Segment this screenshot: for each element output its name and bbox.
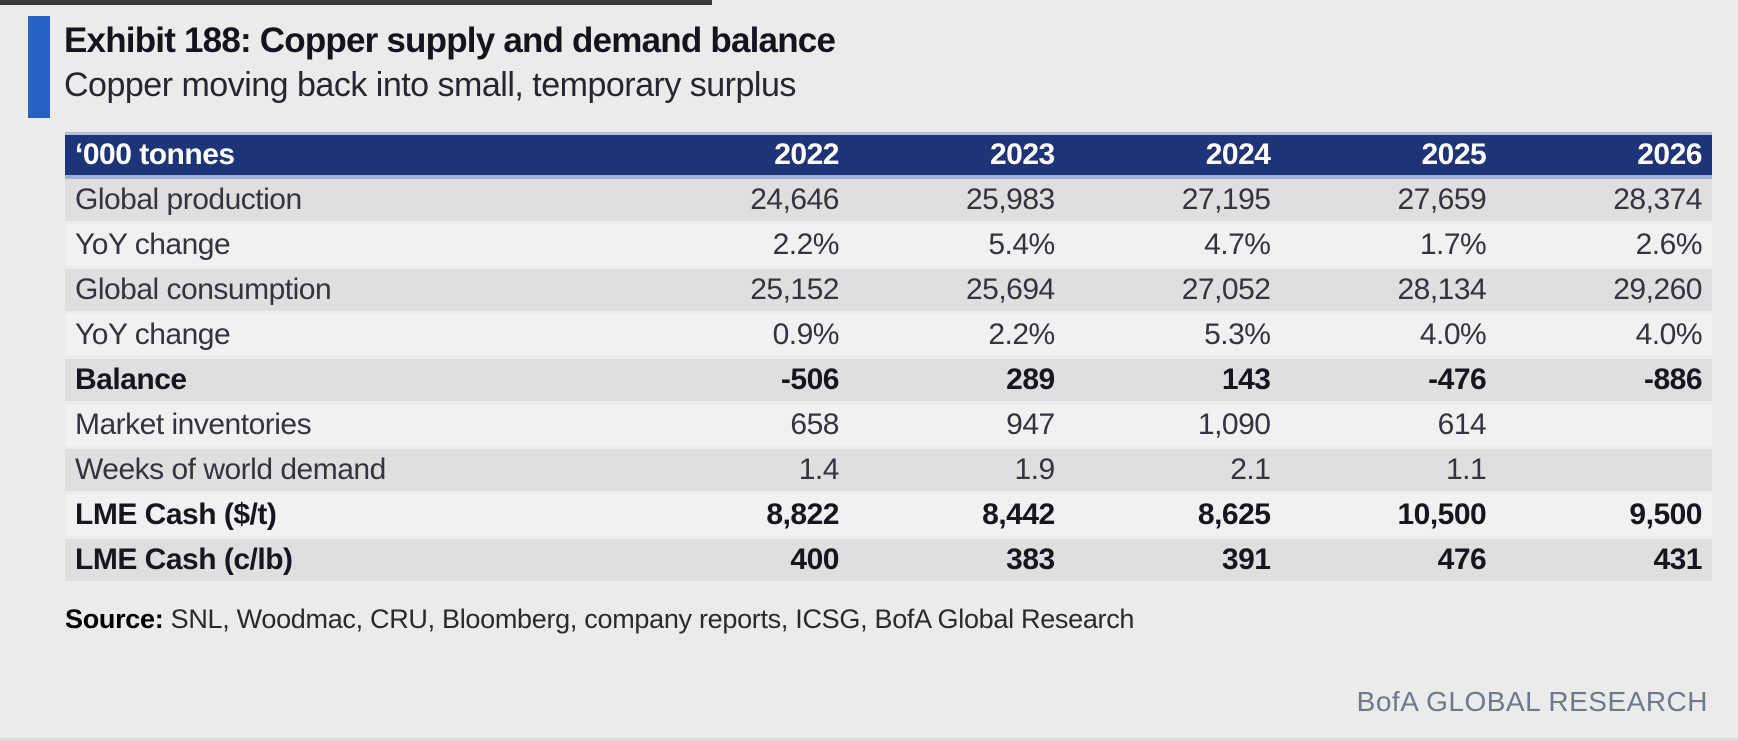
cell-2023: 8,442 [848, 494, 1065, 539]
table-row: LME Cash ($/t) 8,822 8,442 8,625 10,500 9,500 [65, 494, 1712, 539]
table-header-year-2025: 2025 [1280, 132, 1497, 179]
table-row: Balance -506 289 143 -476 -886 [65, 359, 1712, 404]
cell-2026 [1496, 404, 1712, 449]
cell-2023: 947 [848, 404, 1065, 449]
row-label: LME Cash (c/lb) [65, 539, 634, 584]
cell-2024: 27,195 [1064, 179, 1281, 224]
cell-2023: 25,983 [848, 179, 1065, 224]
table-header-year-2024: 2024 [1064, 132, 1281, 179]
row-label: Global consumption [65, 269, 634, 314]
source-line: Source: SNL, Woodmac, CRU, Bloomberg, co… [65, 604, 1738, 635]
copper-balance-table: ‘000 tonnes 2022 2023 2024 2025 2026 Global … [65, 132, 1712, 584]
source-text: SNL, Woodmac, CRU, Bloomberg, company re… [170, 604, 1135, 634]
cell-2026: 29,260 [1496, 269, 1712, 314]
row-label: Balance [65, 359, 634, 404]
cell-2022: 2.2% [633, 224, 849, 269]
exhibit-header: Exhibit 188: Copper supply and demand ba… [28, 16, 1738, 118]
cell-2025: 28,134 [1280, 269, 1497, 314]
cell-2025: 1.1 [1280, 449, 1497, 494]
cell-2026: -886 [1496, 359, 1712, 404]
cell-2023: 1.9 [848, 449, 1065, 494]
cell-2024: 143 [1064, 359, 1281, 404]
cell-2024: 5.3% [1064, 314, 1281, 359]
bottom-edge-line [0, 738, 1738, 741]
cell-2024: 2.1 [1064, 449, 1281, 494]
cell-2022: 8,822 [633, 494, 849, 539]
row-label: YoY change [65, 314, 634, 359]
cell-2025: 4.0% [1280, 314, 1497, 359]
cell-2026: 2.6% [1496, 224, 1712, 269]
cell-2024: 391 [1064, 539, 1281, 584]
row-label: Global production [65, 179, 634, 224]
top-edge-line [0, 0, 712, 5]
table-row: Market inventories 658 947 1,090 614 [65, 404, 1712, 449]
table-row: YoY change 2.2% 5.4% 4.7% 1.7% 2.6% [65, 224, 1712, 269]
table-header-row: ‘000 tonnes 2022 2023 2024 2025 2026 [65, 132, 1712, 179]
cell-2025: -476 [1280, 359, 1497, 404]
cell-2026: 4.0% [1496, 314, 1712, 359]
cell-2026 [1496, 449, 1712, 494]
accent-bar [28, 16, 50, 118]
cell-2023: 383 [848, 539, 1065, 584]
table-header-units: ‘000 tonnes [65, 132, 634, 179]
table-row: YoY change 0.9% 2.2% 5.3% 4.0% 4.0% [65, 314, 1712, 359]
cell-2024: 8,625 [1064, 494, 1281, 539]
table-row: Weeks of world demand 1.4 1.9 2.1 1.1 [65, 449, 1712, 494]
title-group: Exhibit 188: Copper supply and demand ba… [64, 16, 836, 118]
cell-2023: 5.4% [848, 224, 1065, 269]
cell-2024: 4.7% [1064, 224, 1281, 269]
row-label: Weeks of world demand [65, 449, 634, 494]
row-label: Market inventories [65, 404, 634, 449]
cell-2023: 2.2% [848, 314, 1065, 359]
cell-2026: 28,374 [1496, 179, 1712, 224]
cell-2023: 25,694 [848, 269, 1065, 314]
cell-2022: 400 [633, 539, 849, 584]
cell-2022: -506 [633, 359, 849, 404]
cell-2024: 27,052 [1064, 269, 1281, 314]
exhibit-title: Exhibit 188: Copper supply and demand ba… [64, 21, 836, 60]
cell-2022: 1.4 [633, 449, 849, 494]
cell-2024: 1,090 [1064, 404, 1281, 449]
cell-2026: 431 [1496, 539, 1712, 584]
table-header-year-2026: 2026 [1496, 132, 1712, 179]
row-label: LME Cash ($/t) [65, 494, 634, 539]
table-row: LME Cash (c/lb) 400 383 391 476 431 [65, 539, 1712, 584]
cell-2025: 10,500 [1280, 494, 1497, 539]
row-label: YoY change [65, 224, 634, 269]
cell-2025: 614 [1280, 404, 1497, 449]
source-label: Source: [65, 604, 164, 634]
table-header-year-2022: 2022 [633, 132, 849, 179]
cell-2023: 289 [848, 359, 1065, 404]
cell-2022: 0.9% [633, 314, 849, 359]
cell-2025: 1.7% [1280, 224, 1497, 269]
exhibit-subtitle: Copper moving back into small, temporary… [64, 65, 796, 104]
brand-footer: BofA GLOBAL RESEARCH [1356, 686, 1708, 717]
cell-2022: 24,646 [633, 179, 849, 224]
table-header-year-2023: 2023 [848, 132, 1065, 179]
cell-2022: 658 [633, 404, 849, 449]
cell-2022: 25,152 [633, 269, 849, 314]
cell-2025: 476 [1280, 539, 1497, 584]
table-row: Global consumption 25,152 25,694 27,052 28,1… [65, 269, 1712, 314]
cell-2026: 9,500 [1496, 494, 1712, 539]
table-row: Global production 24,646 25,983 27,195 27,65… [65, 179, 1712, 224]
cell-2025: 27,659 [1280, 179, 1497, 224]
